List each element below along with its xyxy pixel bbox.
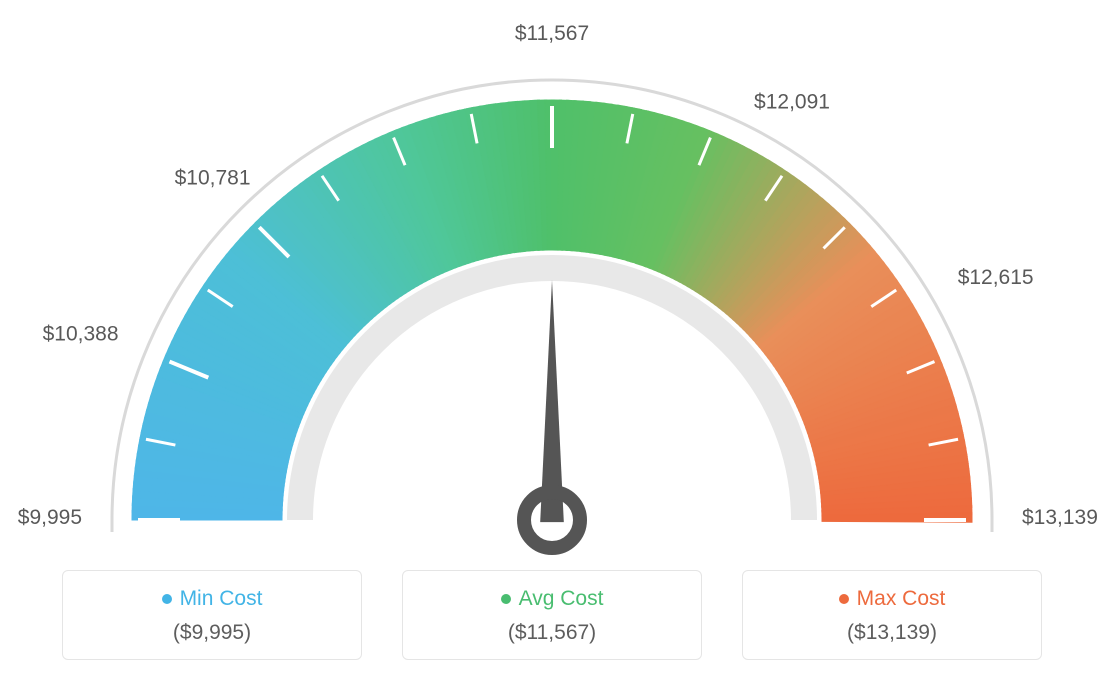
legend-value: ($11,567)	[413, 621, 691, 645]
legend-title-text: Max Cost	[857, 587, 946, 611]
gauge-tick-label: $9,995	[18, 506, 82, 529]
legend-value: ($13,139)	[753, 621, 1031, 645]
legend-value: ($9,995)	[73, 621, 351, 645]
gauge-tick-label: $12,091	[754, 90, 830, 113]
legend-title-text: Avg Cost	[519, 587, 604, 611]
gauge-tick-label: $10,388	[43, 322, 119, 345]
legend-dot-icon	[839, 594, 849, 604]
legend-title: Avg Cost	[501, 587, 604, 611]
legend-title-text: Min Cost	[180, 587, 263, 611]
legend-title: Min Cost	[162, 587, 263, 611]
gauge-tick-label: $10,781	[175, 167, 251, 190]
legend-title: Max Cost	[839, 587, 946, 611]
legend-card: Max Cost ($13,139)	[742, 570, 1042, 660]
gauge-chart: $9,995 $10,388 $10,781 $11,567 $12,091 $12,61…	[0, 0, 1104, 560]
legend-dot-icon	[162, 594, 172, 604]
legend-card: Min Cost ($9,995)	[62, 570, 362, 660]
gauge-tick-label: $13,139	[1022, 506, 1098, 529]
legend-row: Min Cost ($9,995) Avg Cost ($11,567) Max Cos…	[0, 570, 1104, 660]
gauge-tick-label: $11,567	[515, 22, 589, 45]
gauge-tick-label: $12,615	[958, 266, 1034, 289]
legend-dot-icon	[501, 594, 511, 604]
gauge-svg: $9,995 $10,388 $10,781 $11,567 $12,091 $12,61…	[0, 20, 1104, 560]
legend-card: Avg Cost ($11,567)	[402, 570, 702, 660]
